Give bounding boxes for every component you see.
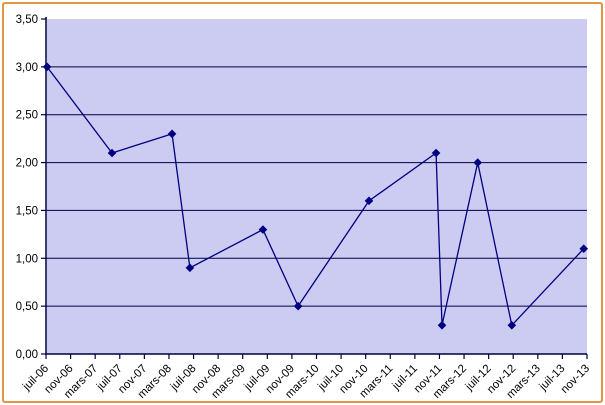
y-axis-label: 3,00 [16,62,38,74]
data-point-marker [258,225,268,234]
data-point-marker [107,148,117,158]
data-point-marker [185,263,195,273]
data-point-marker [473,158,483,167]
data-point-marker [431,148,441,158]
y-axis-label: 0,00 [16,349,38,361]
y-axis-label: 1,50 [16,205,38,217]
y-axis-label: 1,00 [16,253,38,265]
data-point-marker [42,62,52,72]
data-point-marker [293,301,303,311]
series-line [46,66,585,327]
y-axis-label: 2,00 [16,158,38,170]
data-point-marker [579,244,589,254]
y-axis-label: 0,50 [16,301,38,313]
data-point-marker [364,196,374,206]
plot-area-background [46,19,587,354]
y-axis-label: 3,50 [16,14,38,26]
data-point-marker [167,129,177,139]
data-point-marker [507,320,517,330]
y-axis-label: 2,50 [16,110,38,122]
data-point-marker [437,320,447,330]
